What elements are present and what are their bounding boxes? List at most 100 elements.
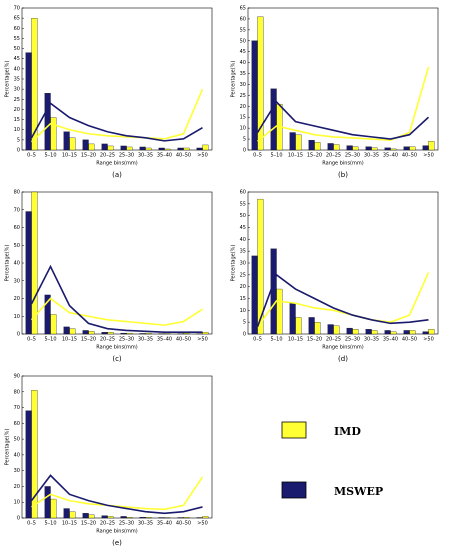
bar	[308, 140, 315, 151]
x-tick-label: 25–30	[119, 337, 134, 343]
x-tick-label: 5–10	[270, 337, 282, 343]
caption: (c)	[112, 355, 122, 363]
x-tick-label: 15–20	[81, 521, 96, 527]
y-tick-label: 5	[243, 320, 246, 326]
bar	[352, 146, 359, 151]
x-tick-label: 20–25	[100, 521, 115, 527]
bar	[139, 333, 146, 335]
bar	[145, 147, 152, 151]
panel: 0 5 10 15 20 25 30 35 40 45 50 55 60 65 70 Percentage(%…	[5, 6, 213, 179]
x-tick-label: 30–35	[364, 337, 379, 343]
x-axis-label: Range bins(mm)	[96, 529, 137, 535]
y-tick-label: 45	[14, 56, 20, 62]
x-tick-label: 15–20	[307, 153, 322, 159]
bar	[177, 147, 184, 151]
line	[30, 474, 203, 515]
y-tick-label: 40	[240, 237, 246, 243]
bar	[101, 143, 108, 151]
bar	[82, 513, 89, 519]
y-tick-label: 20	[240, 284, 246, 290]
bar	[107, 516, 114, 519]
legend-label: MSWEP	[334, 485, 383, 498]
y-tick-label: 15	[240, 115, 246, 121]
y-tick-label: 30	[14, 278, 20, 284]
bar	[308, 317, 315, 335]
y-tick-label: 20	[14, 107, 20, 113]
bar	[101, 515, 108, 519]
line	[30, 102, 203, 142]
x-tick-label: 0–5	[27, 337, 36, 343]
y-tick-label: 40	[14, 452, 20, 458]
y-tick-label: 25	[14, 97, 20, 103]
bar	[422, 145, 429, 151]
bar	[365, 329, 372, 335]
y-tick-label: 30	[14, 468, 20, 474]
y-tick-label: 55	[14, 36, 20, 42]
x-tick-label: 25–30	[345, 337, 360, 343]
y-tick-label: 5	[243, 137, 246, 143]
caption: (a)	[112, 171, 122, 179]
bar	[145, 517, 152, 519]
line	[256, 272, 430, 328]
bar	[145, 332, 152, 335]
y-tick-label: 20	[240, 104, 246, 110]
y-tick-label: 20	[14, 296, 20, 302]
x-tick-label: 15–20	[81, 153, 96, 159]
x-tick-label: 30–35	[138, 521, 153, 527]
bar	[346, 145, 353, 151]
y-tick-label: 15	[240, 296, 246, 302]
bar	[126, 332, 133, 335]
bar	[164, 148, 171, 151]
y-tick-label: 60	[240, 16, 246, 22]
x-axis-label: Range bins(mm)	[322, 161, 363, 167]
x-tick-label: 40–50	[176, 153, 191, 159]
y-tick-label: 40	[14, 66, 20, 72]
x-tick-label: 10–15	[288, 153, 303, 159]
bar	[158, 147, 165, 151]
bar	[50, 498, 57, 519]
x-tick-label: 35–40	[383, 337, 398, 343]
bar	[384, 330, 391, 335]
x-tick-label: 10–15	[62, 521, 77, 527]
bar	[82, 139, 89, 151]
legend-label: IMD	[334, 425, 361, 438]
bar	[251, 40, 258, 151]
x-tick-label: 10–15	[288, 337, 303, 343]
bar	[314, 142, 321, 151]
x-axis-label: Range bins(mm)	[96, 161, 137, 167]
y-tick-label: 90	[14, 374, 20, 380]
bar	[63, 131, 70, 151]
line	[30, 264, 203, 334]
caption: (d)	[338, 355, 348, 363]
bar	[390, 148, 397, 151]
x-tick-label: 30–35	[138, 337, 153, 343]
y-tick-label: 60	[240, 190, 246, 196]
bar	[183, 332, 190, 335]
y-tick-label: 55	[240, 27, 246, 33]
line	[30, 297, 203, 326]
bar	[390, 331, 397, 335]
bar	[101, 332, 108, 335]
y-tick-label: 50	[14, 46, 20, 52]
x-tick-label: 5–10	[44, 521, 56, 527]
bar	[270, 88, 277, 151]
bar	[327, 143, 334, 151]
x-tick-label: 15–20	[307, 337, 322, 343]
x-tick-label: >50	[197, 521, 208, 527]
bar	[69, 511, 76, 519]
bar	[63, 326, 70, 335]
y-tick-label: 80	[14, 190, 20, 196]
x-axis-label: Range bins(mm)	[322, 345, 363, 351]
x-tick-label: >50	[423, 153, 434, 159]
x-tick-label: >50	[197, 153, 208, 159]
y-tick-label: 40	[14, 261, 20, 267]
x-tick-label: 20–25	[326, 153, 341, 159]
bar	[120, 516, 127, 519]
bar	[50, 117, 57, 151]
bar	[164, 333, 171, 335]
bar	[69, 137, 76, 151]
x-tick-label: 30–35	[138, 153, 153, 159]
y-tick-label: 30	[240, 82, 246, 88]
x-tick-label: 20–25	[100, 153, 115, 159]
bar	[88, 143, 95, 151]
